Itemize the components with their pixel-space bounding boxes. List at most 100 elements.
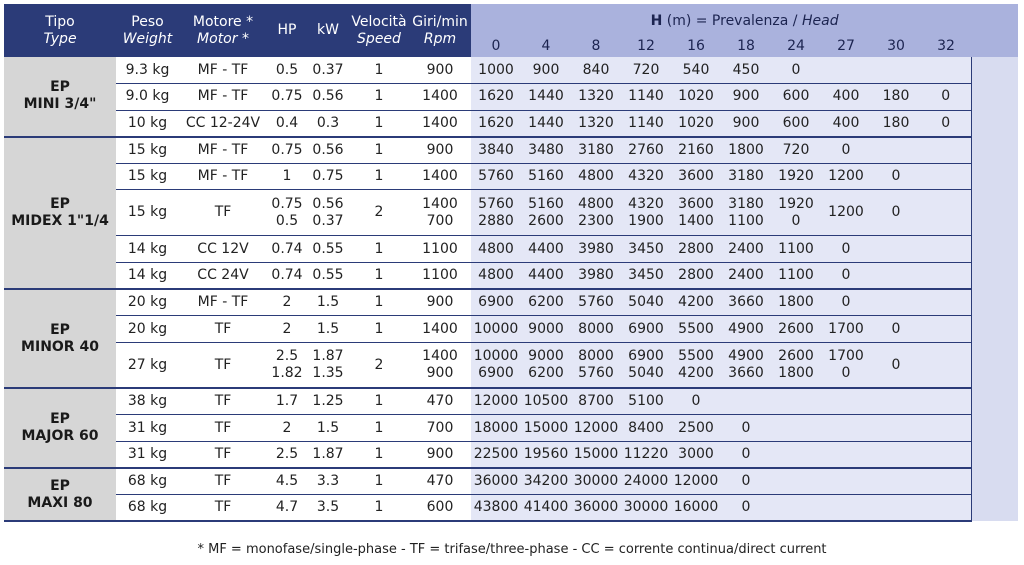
weight-cell: 31 kg xyxy=(116,414,179,443)
capacity-value-cell: 4800 2300 xyxy=(571,189,621,237)
capacity-value-cell: 12000 xyxy=(571,414,621,443)
capacity-value-cell xyxy=(921,494,971,523)
header-head-value: 16 xyxy=(671,34,721,57)
capacity-value-cell: 2760 xyxy=(621,136,671,164)
speed-cell: 1 xyxy=(349,163,409,191)
capacity-value-cell: 6900 5040 xyxy=(621,342,671,390)
capacity-value-cell xyxy=(921,163,971,191)
capacity-value-cell: 4800 xyxy=(571,163,621,191)
kw-cell: 1.25 xyxy=(307,388,349,416)
speed-cell: 1 xyxy=(349,414,409,443)
capacity-value-cell: 540 xyxy=(671,57,721,85)
capacity-value-cell xyxy=(821,468,871,496)
capacity-value-cell xyxy=(721,388,771,416)
capacity-value-cell xyxy=(921,189,971,237)
capacity-value-cell: 600 xyxy=(771,83,821,111)
rpm-cell: 470 xyxy=(409,468,471,496)
capacity-value-cell: 0 xyxy=(671,388,721,416)
capacity-value-cell: 12000 xyxy=(671,468,721,496)
header-head-value: 27 xyxy=(821,34,871,57)
header-head-value: 12 xyxy=(621,34,671,57)
capacity-value-cell: 3450 xyxy=(621,262,671,291)
capacity-value-cell: 9000 xyxy=(521,315,571,343)
capacity-value-cell: 3180 xyxy=(721,163,771,191)
capacity-value-cell xyxy=(921,468,971,496)
capacity-value-cell: 1700 0 xyxy=(821,342,871,390)
hp-cell: 2 xyxy=(267,289,307,317)
capacity-value-cell: 180 xyxy=(871,110,921,138)
speed-cell: 1 xyxy=(349,136,409,164)
capacity-value-cell xyxy=(871,289,921,317)
header-head-value: 24 xyxy=(771,34,821,57)
kw-cell: 1.87 1.35 xyxy=(307,342,349,390)
weight-cell: 27 kg xyxy=(116,342,179,390)
motor-cell: CC 12V xyxy=(179,235,267,264)
header-motor: Motore * Motor * xyxy=(179,4,267,57)
capacity-value-cell: 0 xyxy=(921,110,971,138)
pump-model-name: EP MINOR 40 xyxy=(4,289,116,390)
performance-table-container: Tipo Type Peso Weight Motore * Motor * HP k… xyxy=(4,4,1019,523)
capacity-value-cell xyxy=(771,441,821,470)
table-row: EP MIDEX 1"1/4 15 kg MF - TF 0.75 0.56 1 900 384… xyxy=(4,136,1018,291)
kw-cell: 3.3 xyxy=(307,468,349,496)
capacity-value-cell xyxy=(771,388,821,416)
kw-cell: 1.5 xyxy=(307,289,349,317)
capacity-value-cell: 4900 xyxy=(721,315,771,343)
hp-cell: 4.5 xyxy=(267,468,307,496)
table-row: EP MAXI 80 68 kg TF 4.5 3.3 1 470 36000 34200 3000… xyxy=(4,468,1018,523)
capacity-value-cell: 5500 xyxy=(671,315,721,343)
rpm-cell: 1400 900 xyxy=(409,342,471,390)
capacity-value-cell xyxy=(871,468,921,496)
weight-cell: 38 kg xyxy=(116,388,179,416)
capacity-value-cell: 4400 xyxy=(521,235,571,264)
capacity-value-cell: 1140 xyxy=(621,110,671,138)
hp-cell: 2.5 xyxy=(267,441,307,470)
capacity-value-cell: 3480 xyxy=(521,136,571,164)
capacity-value-cell: 5500 4200 xyxy=(671,342,721,390)
capacity-value-cell: 2160 xyxy=(671,136,721,164)
header-head-value: 30 xyxy=(871,34,921,57)
capacity-value-cell: 400 xyxy=(821,83,871,111)
capacity-value-cell: 2500 xyxy=(671,414,721,443)
capacity-value-cell: 11220 xyxy=(621,441,671,470)
speed-cell: 1 xyxy=(349,110,409,138)
rpm-cell: 900 xyxy=(409,289,471,317)
table-row: 68 kg TF 4.7 3.5 1 600 43800 41400 36000 30000 160… xyxy=(4,494,1018,523)
capacity-value-cell: 180 xyxy=(871,83,921,111)
kw-cell: 0.75 xyxy=(307,163,349,191)
motor-cell: CC 12-24V xyxy=(179,110,267,138)
capacity-value-cell xyxy=(871,262,921,291)
capacity-value-cell: 34200 xyxy=(521,468,571,496)
hp-cell: 0.5 xyxy=(267,57,307,85)
capacity-value-cell: 2800 xyxy=(671,262,721,291)
rpm-cell: 900 xyxy=(409,441,471,470)
capacity-value-cell: 0 xyxy=(721,494,771,523)
capacity-value-cell: 3180 xyxy=(571,136,621,164)
capacity-value-cell: 1320 xyxy=(571,110,621,138)
header-head-value: 0 xyxy=(471,34,521,57)
capacity-value-cell: 4900 3660 xyxy=(721,342,771,390)
header-head-title: H (m) = Prevalenza / Head xyxy=(471,4,1019,35)
kw-cell: 0.56 xyxy=(307,83,349,111)
capacity-value-cell: 5040 xyxy=(621,289,671,317)
capacity-value-cell xyxy=(771,468,821,496)
capacity-value-cell: 0 xyxy=(721,468,771,496)
capacity-value-cell: 1440 xyxy=(521,83,571,111)
speed-cell: 1 xyxy=(349,494,409,523)
capacity-value-cell: 0 xyxy=(871,189,921,237)
header-head-value: 8 xyxy=(571,34,621,57)
capacity-value-cell: 5100 xyxy=(621,388,671,416)
capacity-value-cell: 6900 xyxy=(471,289,521,317)
header-head-value: 4 xyxy=(521,34,571,57)
capacity-value-cell: 3450 xyxy=(621,235,671,264)
table-row: 14 kg CC 24V 0.74 0.55 1 1100 4800 4400 3980 3450… xyxy=(4,262,1018,291)
weight-cell: 9.3 kg xyxy=(116,57,179,85)
capacity-value-cell xyxy=(921,414,971,443)
motor-cell: MF - TF xyxy=(179,83,267,111)
header-speed: Velocità Speed xyxy=(349,4,409,57)
speed-cell: 1 xyxy=(349,468,409,496)
capacity-value-cell: 12000 xyxy=(471,388,521,416)
capacity-value-cell: 720 xyxy=(771,136,821,164)
capacity-value-cell: 720 xyxy=(621,57,671,85)
hp-cell: 1.7 xyxy=(267,388,307,416)
